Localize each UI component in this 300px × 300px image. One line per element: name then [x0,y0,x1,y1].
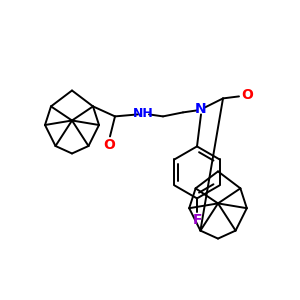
Text: O: O [241,88,253,102]
Text: F: F [192,213,202,227]
Text: N: N [195,102,207,116]
Text: O: O [103,138,115,152]
Text: NH: NH [133,107,153,120]
